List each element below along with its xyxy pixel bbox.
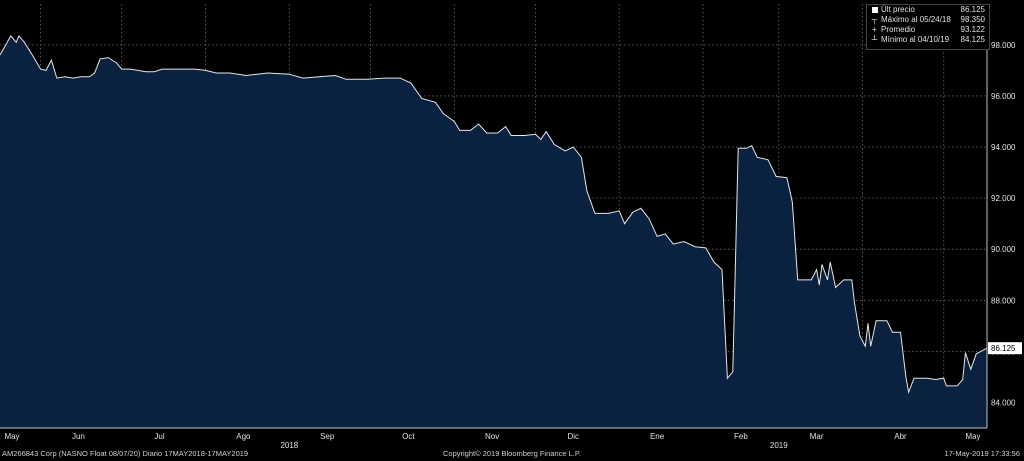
year-label: 2018 bbox=[280, 441, 298, 450]
x-tick-label: Jun bbox=[72, 432, 85, 441]
legend-value: 93.122 bbox=[960, 25, 985, 34]
x-tick-label: Nov bbox=[485, 432, 499, 441]
footer-timestamp: 17-May-2019 17:33:56 bbox=[944, 449, 1020, 458]
max-marker-icon: ┬ bbox=[871, 15, 878, 24]
x-tick-label: Oct bbox=[402, 432, 415, 441]
y-tick-label: 90.000 bbox=[991, 245, 1016, 254]
average-marker-icon: + bbox=[872, 25, 877, 34]
year-label: 2019 bbox=[770, 441, 788, 450]
y-tick-label: 94.000 bbox=[991, 143, 1016, 152]
x-tick-label: Jul bbox=[154, 432, 164, 441]
series-layer bbox=[0, 34, 988, 429]
legend-item-max: ┬ Máximo al 05/24/18 98.350 bbox=[867, 15, 989, 25]
x-tick-label: Feb bbox=[734, 432, 748, 441]
y-tick-label: 96.000 bbox=[991, 92, 1016, 101]
x-axis: May Jun Jul Ago Sep Oct Nov Dic Ene Feb Mar Abr May 2… bbox=[0, 427, 987, 450]
x-tick-label: May bbox=[4, 432, 19, 441]
legend-label: Últ precio bbox=[881, 5, 915, 14]
legend-value: 84.125 bbox=[960, 35, 985, 44]
x-tick-label: May bbox=[965, 432, 980, 441]
y-tick-label: 88.000 bbox=[991, 296, 1016, 305]
legend-item-average: + Promedio 93.122 bbox=[867, 25, 989, 35]
legend-value: 98.350 bbox=[960, 15, 985, 24]
footer-copyright: Copyright© 2019 Bloomberg Finance L.P. bbox=[443, 449, 581, 458]
legend-label: Promedio bbox=[881, 25, 916, 34]
legend-item-last-price: Últ precio 86.125 bbox=[867, 5, 989, 15]
legend-value: 86.125 bbox=[960, 5, 985, 14]
x-tick-label: Sep bbox=[320, 432, 335, 441]
footer-security-info: AM266843 Corp (NASNO Float 08/07/20) Dia… bbox=[2, 449, 249, 458]
min-marker-icon: ┴ bbox=[871, 35, 878, 44]
legend-label: Mínimo al 04/10/19 bbox=[881, 35, 950, 44]
legend: Últ precio 86.125 ┬ Máximo al 05/24/18 9… bbox=[866, 4, 990, 50]
legend-swatch-icon bbox=[870, 5, 879, 15]
series-line bbox=[0, 34, 988, 395]
series-area bbox=[0, 35, 987, 429]
x-tick-label: Ene bbox=[650, 432, 665, 441]
x-tick-label: Dic bbox=[567, 432, 579, 441]
legend-item-min: ┴ Mínimo al 04/10/19 84.125 bbox=[867, 35, 989, 45]
y-tick-label: 98.000 bbox=[991, 41, 1016, 50]
last-value-box bbox=[988, 342, 1022, 355]
x-tick-label: Ago bbox=[236, 432, 251, 441]
y-tick-label: 84.000 bbox=[991, 398, 1016, 407]
y-axis: 84.00086.00088.00090.00092.00094.00096.0… bbox=[986, 4, 1022, 428]
last-value-label: 86.125 bbox=[991, 344, 1016, 353]
y-tick-label: 92.000 bbox=[991, 194, 1016, 203]
x-tick-label: Mar bbox=[810, 432, 824, 441]
legend-label: Máximo al 05/24/18 bbox=[881, 15, 951, 24]
x-tick-label: Abr bbox=[894, 432, 907, 441]
